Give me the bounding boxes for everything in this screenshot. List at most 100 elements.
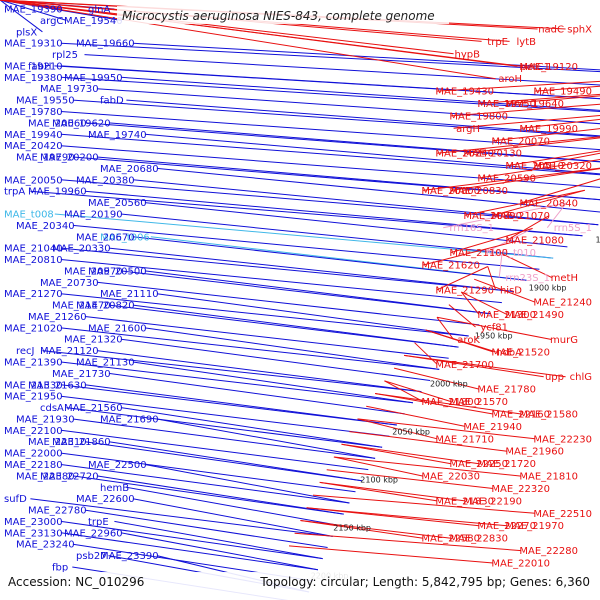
label-connector xyxy=(60,395,390,437)
label-connector xyxy=(84,441,362,482)
label-connector xyxy=(464,189,585,216)
reverse-gene-label: MAE_21290 xyxy=(435,285,494,296)
forward-gene-label: MAE_21260 xyxy=(28,312,87,323)
reverse-gene-label: MAE_21490 xyxy=(505,310,564,321)
reverse-gene-label: MAE_21300 xyxy=(477,310,536,321)
forward-gene-label: rpl25 xyxy=(52,50,78,61)
forward-gene-label: MAE_22600 xyxy=(76,494,135,505)
reverse-gene-label: MAE_21780 xyxy=(477,385,536,396)
reverse-gene-label: MAE_19430 xyxy=(435,87,494,98)
label-connector xyxy=(72,156,600,201)
forward-gene-label: MAE_20420 xyxy=(4,141,63,152)
forward-gene-label: MAE_19780 xyxy=(4,107,63,118)
label-connector xyxy=(520,178,600,204)
label-connector xyxy=(312,494,536,514)
forward-gene-label: MAE_19380 xyxy=(4,73,63,84)
reverse-gene-label: MAE_21070 xyxy=(491,211,550,222)
label-connector xyxy=(546,202,567,229)
reverse-gene-label: lytB xyxy=(517,37,537,48)
forward-gene-label: MAE_19940 xyxy=(4,130,63,141)
title-background xyxy=(117,6,449,24)
reverse-gene-label: hypB xyxy=(455,49,481,60)
reverse-gene-label: MAE_22280 xyxy=(519,546,578,557)
forward-gene-label: MAE_20970 xyxy=(64,266,123,277)
label-connector xyxy=(60,327,440,370)
reverse-gene-label: MAE_21720 xyxy=(477,459,536,470)
forward-gene-label: MAE_19790 xyxy=(16,153,75,164)
reverse-gene-label: petC1 xyxy=(520,62,550,73)
forward-gene-label: MAE_22310 xyxy=(28,437,87,448)
reverse-gene-label: MAE_21570 xyxy=(449,397,508,408)
forward-gene-label: MAE_21600 xyxy=(88,323,147,334)
reverse-gene-label: rrn16S_1 xyxy=(449,223,494,234)
label-connector xyxy=(436,266,489,291)
accession-text: Accession: NC_010296 xyxy=(8,575,144,589)
label-connector xyxy=(300,520,452,539)
label-connector xyxy=(422,240,518,266)
label-connector xyxy=(144,327,440,370)
reverse-gene-label: MAE_22830 xyxy=(449,534,508,545)
reverse-gene-label: MAE_21520 xyxy=(491,347,550,358)
label-connector xyxy=(535,85,600,92)
forward-gene-label: MAE_19310 xyxy=(4,39,63,50)
label-connector xyxy=(54,213,554,259)
label-connector xyxy=(126,486,339,526)
label-connector xyxy=(60,532,318,571)
label-connector xyxy=(96,88,600,125)
reverse-gene-label: ndbA xyxy=(496,347,522,358)
label-connector xyxy=(461,291,508,316)
label-connector xyxy=(507,150,600,167)
forward-gene-label: MAE_19620 xyxy=(52,118,111,129)
reverse-gene-label: MAE_22270 xyxy=(477,521,536,532)
label-connector xyxy=(450,227,533,253)
label-connector xyxy=(506,215,550,241)
kbp-tick-label: 2150 kbp xyxy=(333,524,371,533)
reverse-gene-label: rrn5S_1 xyxy=(554,223,592,234)
label-connector xyxy=(437,136,600,154)
forward-gene-label: MAE_21320 xyxy=(64,335,123,346)
forward-gene-label: MAE_t008 xyxy=(4,209,54,220)
label-connector xyxy=(120,338,431,381)
label-connector xyxy=(96,281,480,326)
reverse-gene-label: MAE_20510 xyxy=(505,161,564,172)
forward-gene-label: MAE_22500 xyxy=(88,460,147,471)
forward-gene-label: MAE_21020 xyxy=(4,323,63,334)
label-connector xyxy=(120,407,383,448)
forward-gene-label: MAE_20810 xyxy=(4,255,63,266)
label-connector xyxy=(60,247,514,292)
label-connector xyxy=(60,259,502,304)
label-connector xyxy=(474,278,536,303)
label-connector xyxy=(84,54,600,86)
label-connector xyxy=(333,456,522,477)
forward-gene-label: MAE_22780 xyxy=(28,506,87,517)
label-connector xyxy=(0,0,454,55)
reverse-gene-label: MAE_21960 xyxy=(505,447,564,458)
forward-gene-label: fabH xyxy=(28,61,52,72)
label-connector xyxy=(393,367,480,390)
label-connector xyxy=(144,202,568,248)
forward-gene-label: plsX xyxy=(16,27,37,38)
forward-gene-label: MAE_20820 xyxy=(76,301,135,312)
label-connector xyxy=(156,293,469,337)
forward-gene-label: MAE_20670 xyxy=(76,232,135,243)
reverse-gene-label: MAE_t010 xyxy=(486,248,536,259)
forward-gene-label: MAE_20560 xyxy=(88,198,147,209)
label-connector xyxy=(132,361,413,404)
label-connector xyxy=(84,122,600,163)
label-connector xyxy=(437,80,600,92)
label-connector xyxy=(60,361,413,404)
reverse-gene-label: trpE xyxy=(487,37,508,48)
reverse-gene-label: MAE_20240 xyxy=(435,149,494,160)
label-connector xyxy=(326,469,494,489)
label-connector xyxy=(144,464,350,504)
reverse-gene-label: MAE_21800 xyxy=(421,397,480,408)
label-connector xyxy=(60,133,600,176)
forward-gene-label: MAE_23000 xyxy=(4,517,63,528)
forward-gene-label: MAE_19950 xyxy=(64,73,123,84)
label-connector xyxy=(120,76,600,111)
forward-gene-label: MAE_22960 xyxy=(64,528,123,539)
forward-gene-label: MAE_20060 xyxy=(28,118,87,129)
label-connector xyxy=(436,317,455,340)
label-connector xyxy=(349,431,508,452)
label-connector xyxy=(0,0,67,21)
